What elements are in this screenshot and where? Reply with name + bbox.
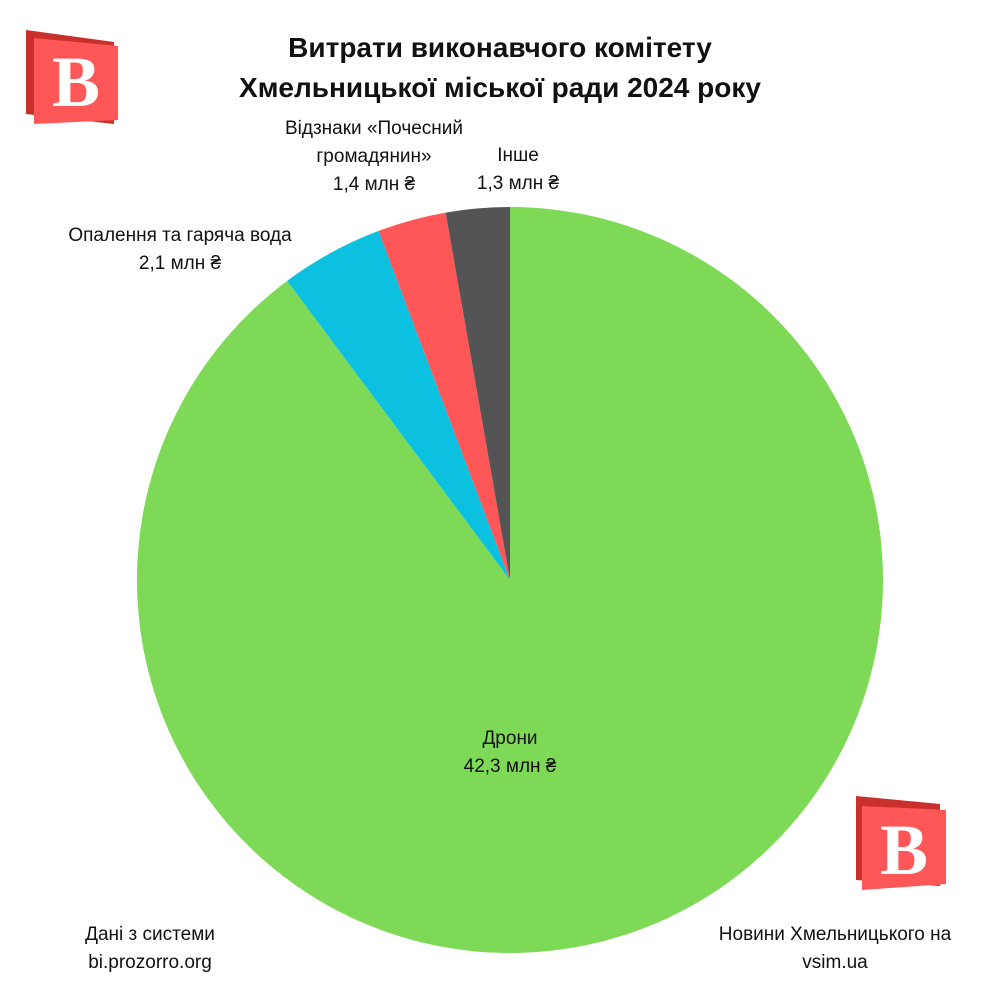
value-label: 42,3 млн ₴ xyxy=(463,756,557,777)
pie-slice xyxy=(137,207,884,953)
pie-slice xyxy=(287,230,510,580)
logo-text: В xyxy=(52,42,100,122)
logo: В xyxy=(856,796,946,890)
slice-label: Дрони 42,3 млн ₴ xyxy=(360,725,660,781)
pie xyxy=(137,207,884,953)
slice-label: Інше 1,3 млн ₴ xyxy=(458,142,578,198)
value-label: 1,4 млн ₴ xyxy=(332,174,416,195)
source: Дані з системи bi.prozorro.org xyxy=(85,924,215,973)
category-label: Відзнаки «Почесний громадянин» xyxy=(284,118,463,167)
value-label: 1,3 млн ₴ xyxy=(476,173,560,194)
logo: В xyxy=(26,30,118,124)
category-label: Інше xyxy=(497,145,539,166)
category-label: Дрони xyxy=(482,728,538,749)
pie-slice xyxy=(445,207,510,580)
chart-title: Витрати виконавчого комітету Хмельницько… xyxy=(239,32,761,103)
slice-label: Відзнаки «Почесний громадянин» 1,4 млн ₴ xyxy=(244,115,504,199)
category-label: Опалення та гаряча вода xyxy=(68,225,292,246)
pie-slice xyxy=(378,212,510,581)
credit: Новини Хмельницького на vsim.ua xyxy=(718,924,952,973)
slice-label: Опалення та гаряча вода 2,1 млн ₴ xyxy=(30,222,330,278)
value-label: 2,1 млн ₴ xyxy=(138,253,222,274)
logo-text: В xyxy=(880,810,928,890)
